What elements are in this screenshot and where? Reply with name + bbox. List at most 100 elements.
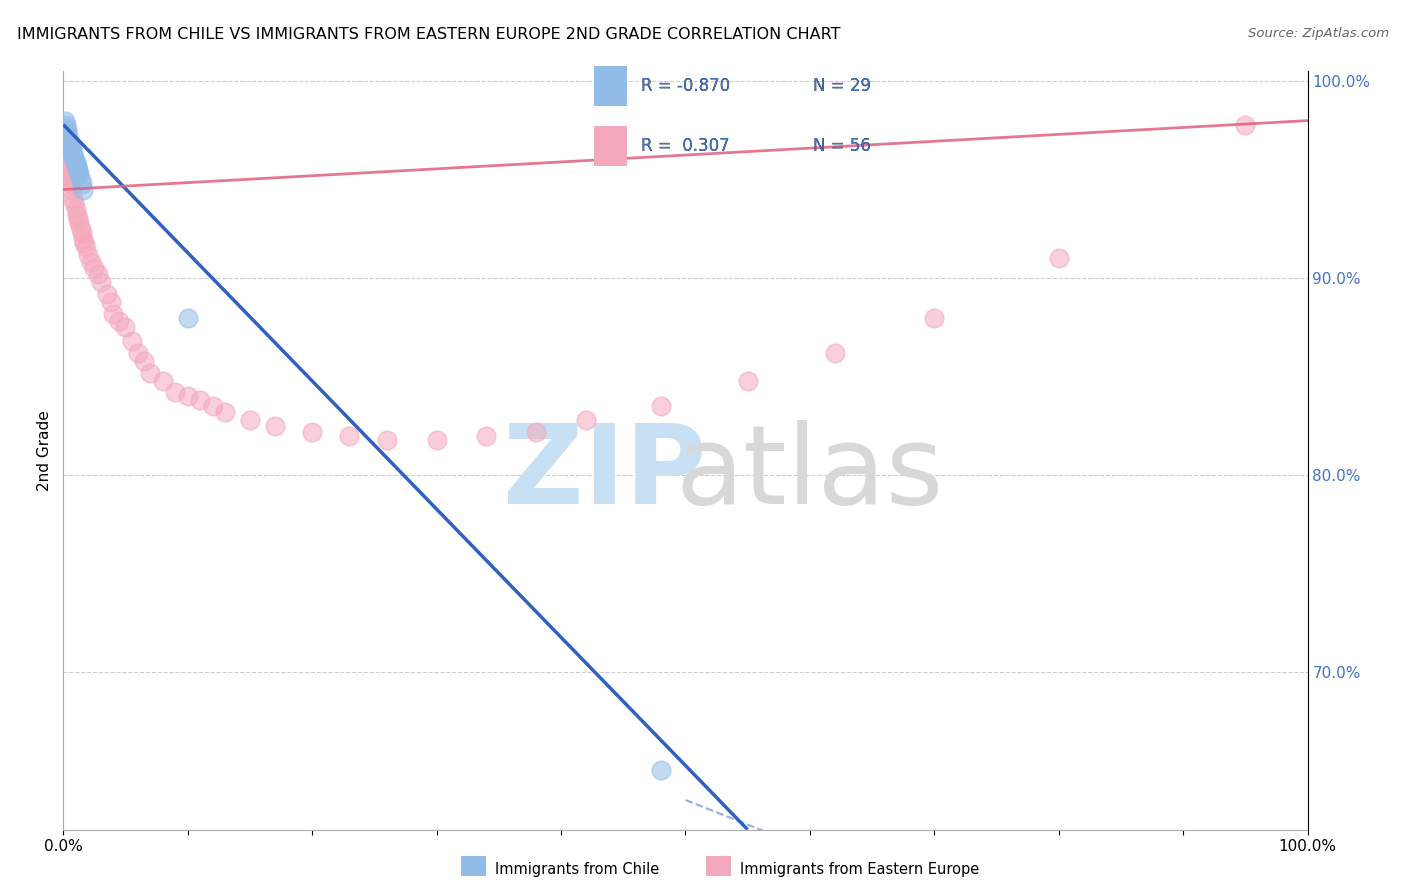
Point <box>55 121 77 136</box>
Point <box>1047 252 1070 266</box>
Text: Immigrants from Eastern Europe: Immigrants from Eastern Europe <box>740 863 979 877</box>
Point <box>152 374 174 388</box>
Point <box>100 294 122 309</box>
Point <box>737 374 759 388</box>
Point <box>66 159 89 173</box>
Point <box>263 418 285 433</box>
Point <box>101 307 124 321</box>
Point <box>214 405 236 419</box>
Point <box>70 177 93 191</box>
Point <box>58 129 80 144</box>
Point <box>67 162 90 177</box>
Point <box>73 235 96 250</box>
Point <box>56 157 79 171</box>
Text: atlas: atlas <box>676 420 943 526</box>
Point <box>66 208 89 222</box>
Point <box>60 182 83 196</box>
Point <box>58 162 80 177</box>
Point <box>69 167 91 181</box>
Point <box>96 286 118 301</box>
Point <box>339 428 361 442</box>
Point <box>121 334 143 348</box>
Text: R =  0.307: R = 0.307 <box>641 137 730 155</box>
Point <box>60 143 83 157</box>
Point <box>75 239 97 253</box>
Point <box>63 151 86 165</box>
Point <box>1234 118 1257 132</box>
Point <box>426 433 449 447</box>
Point <box>55 149 77 163</box>
Point <box>72 182 94 196</box>
Point <box>69 216 91 230</box>
Point <box>65 155 87 169</box>
Bar <box>593 126 627 166</box>
Point <box>108 314 131 328</box>
Point <box>69 172 91 186</box>
Point <box>139 366 162 380</box>
Point <box>177 310 200 325</box>
Point <box>63 153 86 167</box>
Point <box>66 161 89 175</box>
Point <box>650 764 672 778</box>
Point <box>87 267 110 281</box>
Text: R =  0.307: R = 0.307 <box>641 137 730 155</box>
Point <box>301 425 323 439</box>
Point <box>58 172 80 186</box>
Point <box>165 385 187 400</box>
Point <box>188 393 211 408</box>
Point <box>56 125 79 139</box>
Point <box>375 433 398 447</box>
Point <box>65 157 87 171</box>
Point <box>55 118 77 132</box>
Point <box>114 320 136 334</box>
Text: R = -0.870: R = -0.870 <box>641 77 730 95</box>
Point <box>924 310 946 325</box>
Text: N = 29: N = 29 <box>813 77 870 95</box>
Text: N = 29: N = 29 <box>813 77 870 95</box>
Text: N = 56: N = 56 <box>813 137 870 155</box>
Point <box>475 428 498 442</box>
Point <box>824 346 846 360</box>
Point <box>69 222 91 236</box>
Point <box>70 226 93 240</box>
Point <box>177 389 200 403</box>
Point <box>59 141 82 155</box>
Point <box>77 247 100 261</box>
Point <box>58 137 80 152</box>
Y-axis label: 2nd Grade: 2nd Grade <box>37 410 52 491</box>
Point <box>67 165 90 179</box>
Point <box>127 346 149 360</box>
Point <box>239 413 262 427</box>
Point <box>56 123 79 137</box>
Text: Immigrants from Chile: Immigrants from Chile <box>495 863 659 877</box>
Point <box>58 133 80 147</box>
Point <box>524 425 547 439</box>
Point <box>83 261 105 276</box>
Point <box>53 137 76 152</box>
Text: ZIP: ZIP <box>503 420 706 526</box>
Point <box>67 212 90 227</box>
Point <box>650 399 672 413</box>
Point <box>59 177 82 191</box>
Point <box>62 147 84 161</box>
Point <box>65 202 87 217</box>
Text: IMMIGRANTS FROM CHILE VS IMMIGRANTS FROM EASTERN EUROPE 2ND GRADE CORRELATION CH: IMMIGRANTS FROM CHILE VS IMMIGRANTS FROM… <box>17 27 841 42</box>
Point <box>55 143 77 157</box>
Point <box>56 153 79 167</box>
Point <box>62 149 84 163</box>
Point <box>62 193 84 207</box>
Text: N = 56: N = 56 <box>813 137 870 155</box>
Point <box>201 399 224 413</box>
Point <box>59 139 82 153</box>
Text: R = -0.870: R = -0.870 <box>641 77 730 95</box>
Point <box>575 413 598 427</box>
Point <box>58 135 80 149</box>
Text: Source: ZipAtlas.com: Source: ZipAtlas.com <box>1249 27 1389 40</box>
Point <box>90 275 112 289</box>
Point <box>134 354 156 368</box>
Point <box>53 113 76 128</box>
Bar <box>593 66 627 106</box>
Point <box>72 232 94 246</box>
Point <box>60 145 83 160</box>
Point <box>79 255 101 269</box>
